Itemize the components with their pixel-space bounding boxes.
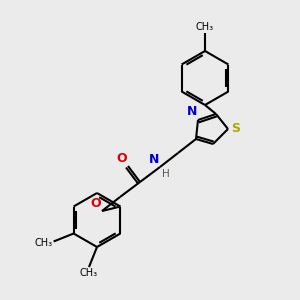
Text: CH₃: CH₃ (80, 268, 98, 278)
Text: CH₃: CH₃ (196, 22, 214, 32)
Text: N: N (187, 105, 197, 118)
Text: S: S (231, 122, 240, 134)
Text: H: H (162, 169, 170, 179)
Text: CH₃: CH₃ (34, 238, 52, 248)
Text: O: O (116, 152, 127, 165)
Text: O: O (90, 197, 101, 210)
Text: N: N (148, 153, 159, 166)
